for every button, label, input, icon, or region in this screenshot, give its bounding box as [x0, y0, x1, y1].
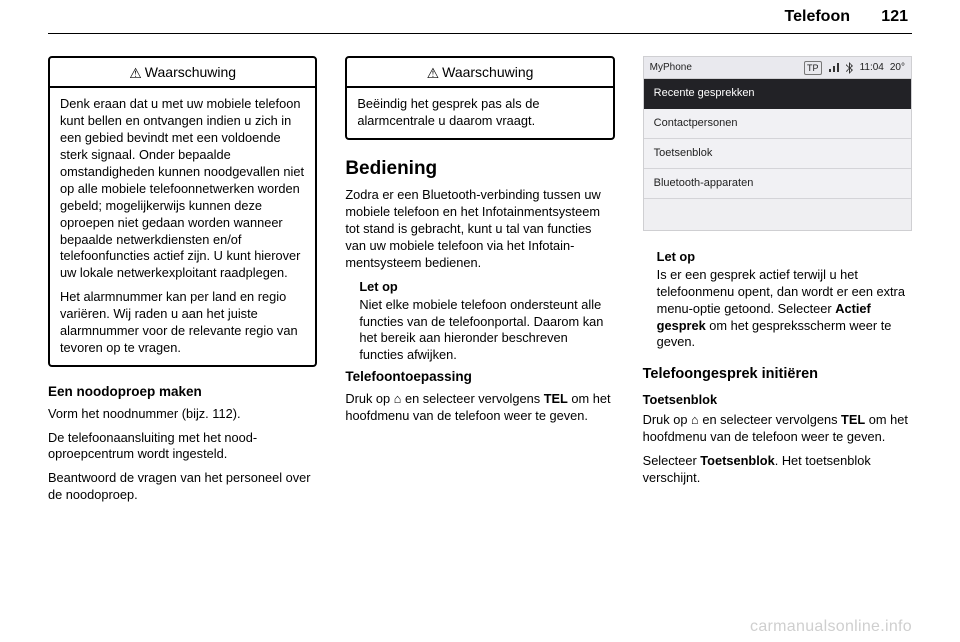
body-paragraph: Selecteer Toetsenblok. Het toetsen­blok …: [643, 453, 912, 487]
tel-keyword: TEL: [544, 391, 568, 406]
text-fragment: Selecteer: [643, 453, 701, 468]
signal-icon: [828, 63, 840, 73]
watermark: carmanualsonline.info: [750, 618, 912, 636]
tel-keyword: TEL: [841, 412, 865, 427]
warning-title: ⚠Waarschuwing: [347, 58, 612, 88]
text-fragment: Druk op: [643, 412, 691, 427]
page-number: 121: [881, 8, 908, 26]
phone-menu-item-keypad[interactable]: Toetsenblok: [644, 139, 911, 169]
note-body: Niet elke mobiele telefoon onder­steunt …: [359, 297, 603, 363]
warning-paragraph: Beëindig het gesprek pas als de alarmcen…: [357, 96, 602, 130]
warning-label: Waarschuwing: [145, 64, 236, 80]
header-rule: [48, 33, 912, 34]
clock-time: 11:04: [860, 61, 884, 74]
warning-box-1: ⚠Waarschuwing Denk eraan dat u met uw mo…: [48, 56, 317, 367]
column-3: MyPhone TP 11:04 20° Recente gesprekken …: [643, 56, 912, 598]
subheading-noodoproep: Een noodoproep maken: [48, 383, 317, 401]
warning-body: Beëindig het gesprek pas als de alarmcen…: [347, 88, 612, 138]
text-fragment: en selecteer vervolgens: [401, 391, 543, 406]
column-1: ⚠Waarschuwing Denk eraan dat u met uw mo…: [48, 56, 317, 598]
body-paragraph: Druk op ⌂ en selecteer vervolgens TEL om…: [643, 412, 912, 446]
phone-screenshot: MyPhone TP 11:04 20° Recente gesprekken …: [643, 56, 912, 231]
phone-statusbar: MyPhone TP 11:04 20°: [644, 57, 911, 79]
subheading-toetsenblok: Toetsenblok: [643, 392, 912, 409]
tp-badge: TP: [804, 61, 822, 75]
warning-paragraph: Het alarmnummer kan per land en regio va…: [60, 289, 305, 357]
body-paragraph: Beantwoord de vragen van het perso­neel …: [48, 470, 317, 504]
home-icon: ⌂: [691, 412, 699, 427]
warning-icon: ⚠: [427, 64, 440, 82]
note-label: Let op: [657, 249, 912, 266]
phone-device-name: MyPhone: [650, 61, 692, 74]
phone-menu-item-contacts[interactable]: Contactpersonen: [644, 109, 911, 139]
temperature: 20°: [890, 61, 905, 74]
warning-box-2: ⚠Waarschuwing Beëindig het gesprek pas a…: [345, 56, 614, 140]
toetsenblok-keyword: Toetsenblok: [700, 453, 774, 468]
subheading-initieren: Telefoongesprek initiëren: [643, 365, 912, 384]
warning-title: ⚠Waarschuwing: [50, 58, 315, 88]
columns: ⚠Waarschuwing Denk eraan dat u met uw mo…: [48, 56, 912, 598]
section-heading-bediening: Bediening: [345, 156, 614, 181]
running-head-title: Telefoon: [785, 8, 850, 26]
note-block: Let op Niet elke mobiele telefoon onder­…: [359, 279, 614, 364]
text-fragment: Druk op: [345, 391, 393, 406]
note-block: Let op Is er een gesprek actief terwijl …: [657, 249, 912, 351]
warning-icon: ⚠: [129, 64, 142, 82]
warning-label: Waarschuwing: [442, 64, 533, 80]
text-fragment: en selecteer vervolgens: [699, 412, 841, 427]
phone-menu-item-bluetooth[interactable]: Bluetooth-apparaten: [644, 169, 911, 199]
body-paragraph: Vorm het noodnummer (bijz. 112).: [48, 406, 317, 423]
subheading-telefoontoepassing: Telefoontoepassing: [345, 368, 614, 386]
page: Telefoon 121 ⚠Waarschuwing Denk eraan da…: [0, 0, 960, 642]
body-paragraph: De telefoonaansluiting met het nood­opro…: [48, 430, 317, 464]
body-paragraph: Druk op ⌂ en selecteer vervolgens TEL om…: [345, 391, 614, 425]
body-paragraph: Zodra er een Bluetooth-verbinding tussen…: [345, 187, 614, 271]
warning-paragraph: Denk eraan dat u met uw mobiele telefoon…: [60, 96, 305, 282]
warning-body: Denk eraan dat u met uw mobiele telefoon…: [50, 88, 315, 364]
bluetooth-icon: [846, 62, 854, 74]
note-label: Let op: [359, 279, 614, 296]
phone-menu-item-recent[interactable]: Recente gesprekken: [644, 79, 911, 109]
column-2: ⚠Waarschuwing Beëindig het gesprek pas a…: [345, 56, 614, 598]
